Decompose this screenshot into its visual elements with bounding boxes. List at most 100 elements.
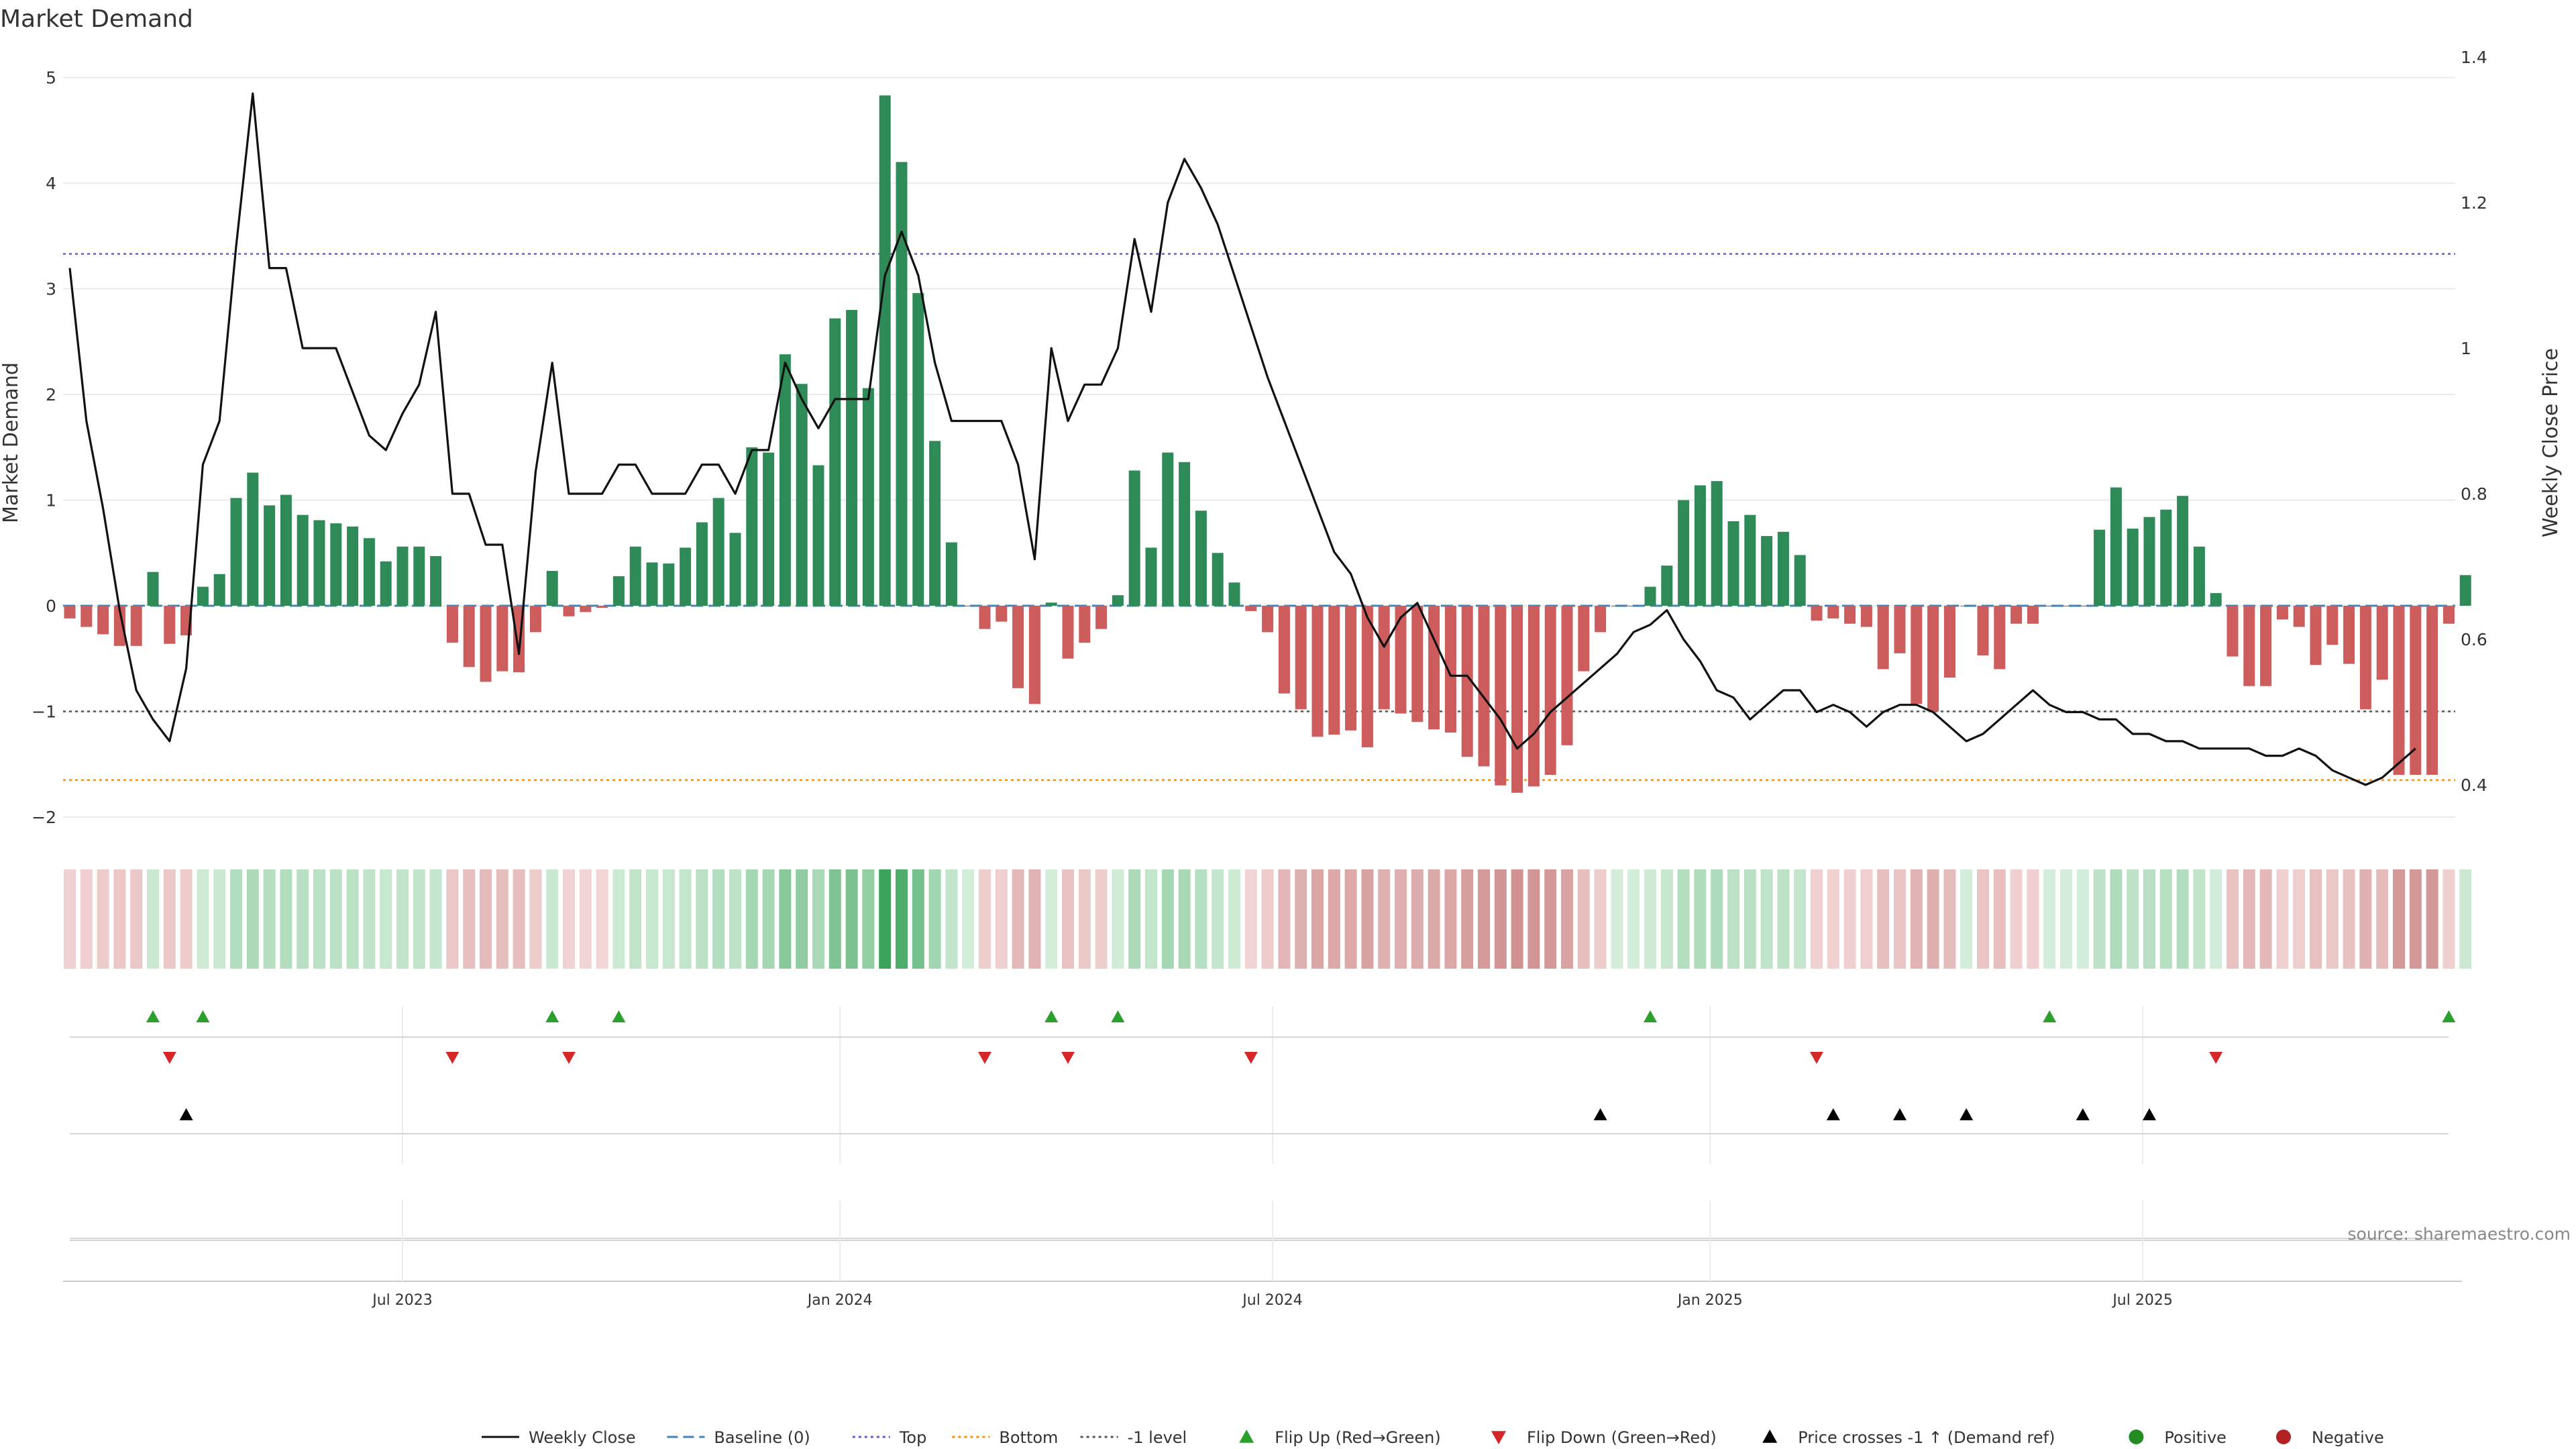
heat-cell [729, 869, 741, 969]
demand-bar [2027, 606, 2039, 624]
demand-bar [1395, 606, 1407, 714]
demand-bar [1794, 555, 1806, 606]
heat-cell [2043, 869, 2056, 969]
heat-cell [1827, 869, 1839, 969]
heat-cell [1644, 869, 1656, 969]
demand-bar [1411, 606, 1424, 722]
heat-cell [1544, 869, 1557, 969]
demand-bar [1295, 606, 1307, 710]
demand-bar [812, 465, 824, 606]
demand-bar [1062, 606, 1074, 659]
heat-cell [1161, 869, 1174, 969]
demand-heatmap-strip [64, 869, 2472, 969]
demand-bar [729, 533, 741, 606]
heat-cell [579, 869, 592, 969]
weekly-close-series [68, 92, 2416, 786]
heat-cell [563, 869, 575, 969]
demand-bar [1428, 606, 1440, 730]
heat-cell [1660, 869, 1673, 969]
demand-bar [347, 526, 359, 606]
heat-cell [363, 869, 376, 969]
demand-bar [1212, 553, 1224, 606]
heat-cell [945, 869, 958, 969]
y-axis-right: 1.4 1.2 1 0.8 0.6 0.4 [2461, 48, 2487, 795]
legend-item: Positive [2129, 1428, 2226, 1447]
demand-bar [80, 606, 93, 627]
heat-cell [1811, 869, 1823, 969]
demand-bar [2094, 529, 2106, 606]
demand-bar [64, 606, 76, 619]
heat-cell [1777, 869, 1790, 969]
demand-bar [862, 388, 874, 606]
heat-cell [1794, 869, 1807, 969]
demand-bar [2260, 606, 2272, 686]
demand-bar [480, 606, 492, 682]
heat-cell [429, 869, 442, 969]
y2-tick-label: 0.8 [2461, 484, 2487, 504]
heat-cell [1361, 869, 1374, 969]
demand-bar [2343, 606, 2355, 664]
flip-up-marker [1644, 1010, 1657, 1022]
y-tick-label: 5 [46, 68, 56, 88]
heat-cell [1145, 869, 1157, 969]
heat-cell [2243, 869, 2255, 969]
legend-item: Price crosses -1 ↑ (Demand ref) [1762, 1428, 2055, 1447]
y2-axis-label: Weekly Close Price [2539, 348, 2563, 537]
demand-bar [1095, 606, 1108, 629]
demand-bar [430, 555, 442, 606]
demand-bar [1278, 606, 1290, 694]
demand-bar [1761, 536, 1773, 606]
heat-cell [1444, 869, 1457, 969]
heat-cell [879, 869, 892, 969]
flip-down-marker [1061, 1052, 1075, 1064]
demand-bar [1328, 606, 1340, 735]
demand-bar [779, 354, 791, 606]
legend-label: Positive [2164, 1428, 2226, 1447]
demand-bar [1495, 606, 1507, 786]
demand-bar [1378, 606, 1390, 710]
heat-cell [380, 869, 392, 969]
demand-bar [1811, 606, 1823, 621]
legend-label: Flip Down (Green→Red) [1527, 1428, 1717, 1447]
heat-cell [762, 869, 775, 969]
legend-label: Top [899, 1428, 927, 1447]
demand-bar [879, 95, 891, 606]
heat-cell [546, 869, 559, 969]
heat-cell [1278, 869, 1291, 969]
demand-bar [979, 606, 991, 629]
event-markers-panel [70, 1006, 2456, 1241]
heat-cell [1378, 869, 1391, 969]
demand-bar [330, 523, 342, 606]
gridlines [63, 76, 2455, 818]
legend-swatch-dot [2129, 1430, 2144, 1444]
demand-bar [2459, 575, 2471, 606]
price-cross-marker [179, 1108, 193, 1120]
demand-bar [1977, 606, 1989, 656]
demand-bar [396, 546, 409, 606]
heat-cell [2010, 869, 2023, 969]
heat-cell [2210, 869, 2222, 969]
price-cross-marker [1826, 1108, 1840, 1120]
demand-bar [2193, 546, 2205, 606]
demand-bar [1361, 606, 1373, 748]
demand-bar [1694, 485, 1706, 606]
heat-cell [2027, 869, 2039, 969]
y-tick-label: 2 [46, 385, 56, 405]
legend-swatch-triangle [1762, 1430, 1778, 1443]
demand-bar [629, 546, 641, 606]
weekly-close-line [68, 92, 2416, 786]
demand-bar [1911, 606, 1923, 704]
demand-bar [646, 562, 658, 606]
price-cross-marker [1593, 1108, 1607, 1120]
legend-label: -1 level [1128, 1428, 1187, 1447]
heat-cell [1943, 869, 1956, 969]
heat-cell [1711, 869, 1723, 969]
demand-bar [612, 576, 625, 606]
flip-down-marker [1810, 1052, 1823, 1064]
heat-cell [1311, 869, 1324, 969]
demand-bar [1661, 566, 1673, 606]
y2-tick-label: 1 [2461, 339, 2471, 358]
y-tick-label: −1 [32, 702, 56, 722]
demand-bar [1511, 606, 1523, 793]
heat-cell [828, 869, 841, 969]
